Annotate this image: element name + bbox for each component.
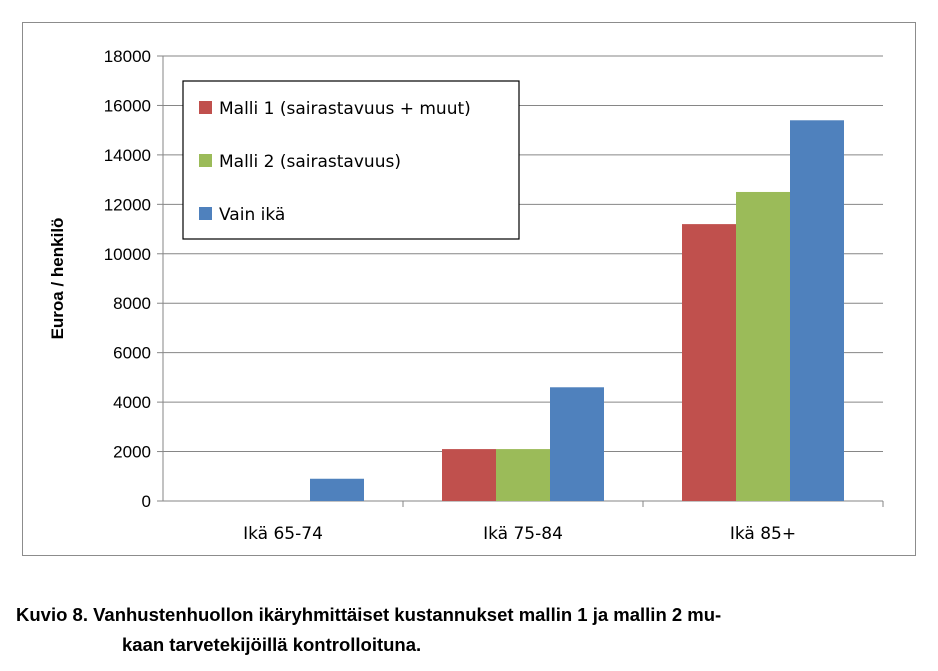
y-tick-label: 0	[142, 492, 151, 511]
legend-swatch	[199, 101, 212, 114]
y-tick-label: 2000	[113, 443, 151, 462]
y-tick-label: 16000	[104, 96, 151, 115]
bar	[682, 224, 736, 501]
chart-frame: 0 2000 4000 6000 8000 10000 12000 14000 16000 180…	[22, 22, 916, 556]
y-tick-label: 8000	[113, 294, 151, 313]
x-category-label: Ikä 75-84	[483, 524, 563, 544]
y-tick-label: 14000	[104, 146, 151, 165]
x-category-label: Ikä 85+	[730, 524, 796, 544]
y-tick-label: 10000	[104, 245, 151, 264]
y-tick-label: 18000	[104, 47, 151, 66]
bar	[442, 449, 496, 501]
legend-label: Malli 1 (sairastavuus + muut)	[219, 99, 471, 119]
legend-box	[182, 80, 520, 240]
y-tick-label: 6000	[113, 344, 151, 363]
caption-line-2: kaan tarvetekijöillä kontrolloituna.	[122, 634, 422, 655]
bar	[790, 120, 844, 502]
y-tick-label: 12000	[104, 195, 151, 214]
figure-caption: Kuvio 8. Vanhustenhuollon ikäryhmittäise…	[16, 600, 916, 660]
caption-line-1: Kuvio 8. Vanhustenhuollon ikäryhmittäise…	[16, 604, 722, 625]
bar-chart: 0 2000 4000 6000 8000 10000 12000 14000 16000 180…	[48, 47, 884, 544]
legend-swatch	[199, 207, 212, 220]
x-category-label: Ikä 65-74	[243, 524, 323, 544]
y-axis-label: Euroa / henkilö	[48, 218, 67, 340]
y-tick-label: 4000	[113, 393, 151, 412]
bar	[310, 478, 364, 501]
legend-label: Malli 2 (sairastavuus)	[219, 152, 401, 172]
legend-label: Vain ikä	[219, 205, 285, 225]
bar	[550, 387, 604, 501]
bar	[496, 449, 550, 501]
bar	[736, 191, 790, 501]
legend-swatch	[199, 154, 212, 167]
